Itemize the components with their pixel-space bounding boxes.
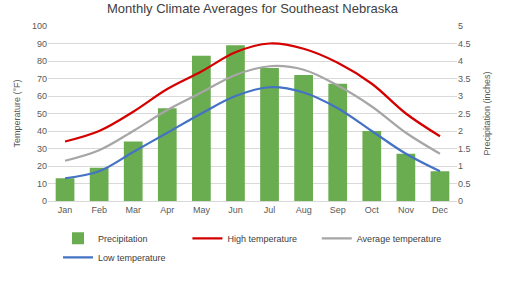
svg-text:Apr: Apr [160,205,174,215]
svg-text:Jul: Jul [264,205,276,215]
svg-text:1.5: 1.5 [458,144,471,154]
svg-text:2: 2 [458,126,463,136]
svg-text:1: 1 [458,161,463,171]
svg-text:40: 40 [37,126,47,136]
svg-text:3: 3 [458,91,463,101]
svg-text:0: 0 [458,196,463,206]
svg-text:Jun: Jun [228,205,243,215]
svg-text:Precipitation: Precipitation [98,234,148,244]
svg-text:4: 4 [458,56,463,66]
svg-text:4.5: 4.5 [458,39,471,49]
svg-text:Jan: Jan [58,205,73,215]
svg-text:Nov: Nov [398,205,415,215]
svg-text:10: 10 [37,179,47,189]
svg-text:Monthly Climate Averages for S: Monthly Climate Averages for Southeast N… [107,1,399,16]
svg-text:Oct: Oct [365,205,380,215]
svg-text:50: 50 [37,109,47,119]
svg-text:Sep: Sep [330,205,346,215]
svg-text:80: 80 [37,56,47,66]
svg-text:Average temperature: Average temperature [357,234,441,244]
svg-text:High temperature: High temperature [227,234,297,244]
svg-text:60: 60 [37,91,47,101]
svg-text:100: 100 [32,21,47,31]
svg-text:Aug: Aug [296,205,312,215]
svg-text:Low temperature: Low temperature [98,253,166,263]
svg-text:30: 30 [37,144,47,154]
svg-text:Feb: Feb [91,205,107,215]
svg-text:Temperature (°F): Temperature (°F) [12,79,22,147]
svg-text:0.5: 0.5 [458,179,471,189]
svg-text:Mar: Mar [125,205,141,215]
svg-text:May: May [193,205,211,215]
svg-text:70: 70 [37,74,47,84]
svg-text:5: 5 [458,21,463,31]
svg-text:3.5: 3.5 [458,74,471,84]
svg-text:20: 20 [37,161,47,171]
svg-text:2.5: 2.5 [458,109,471,119]
svg-text:Precipitation (inches): Precipitation (inches) [482,71,492,155]
svg-text:0: 0 [42,196,47,206]
svg-text:Dec: Dec [432,205,449,215]
svg-text:90: 90 [37,39,47,49]
